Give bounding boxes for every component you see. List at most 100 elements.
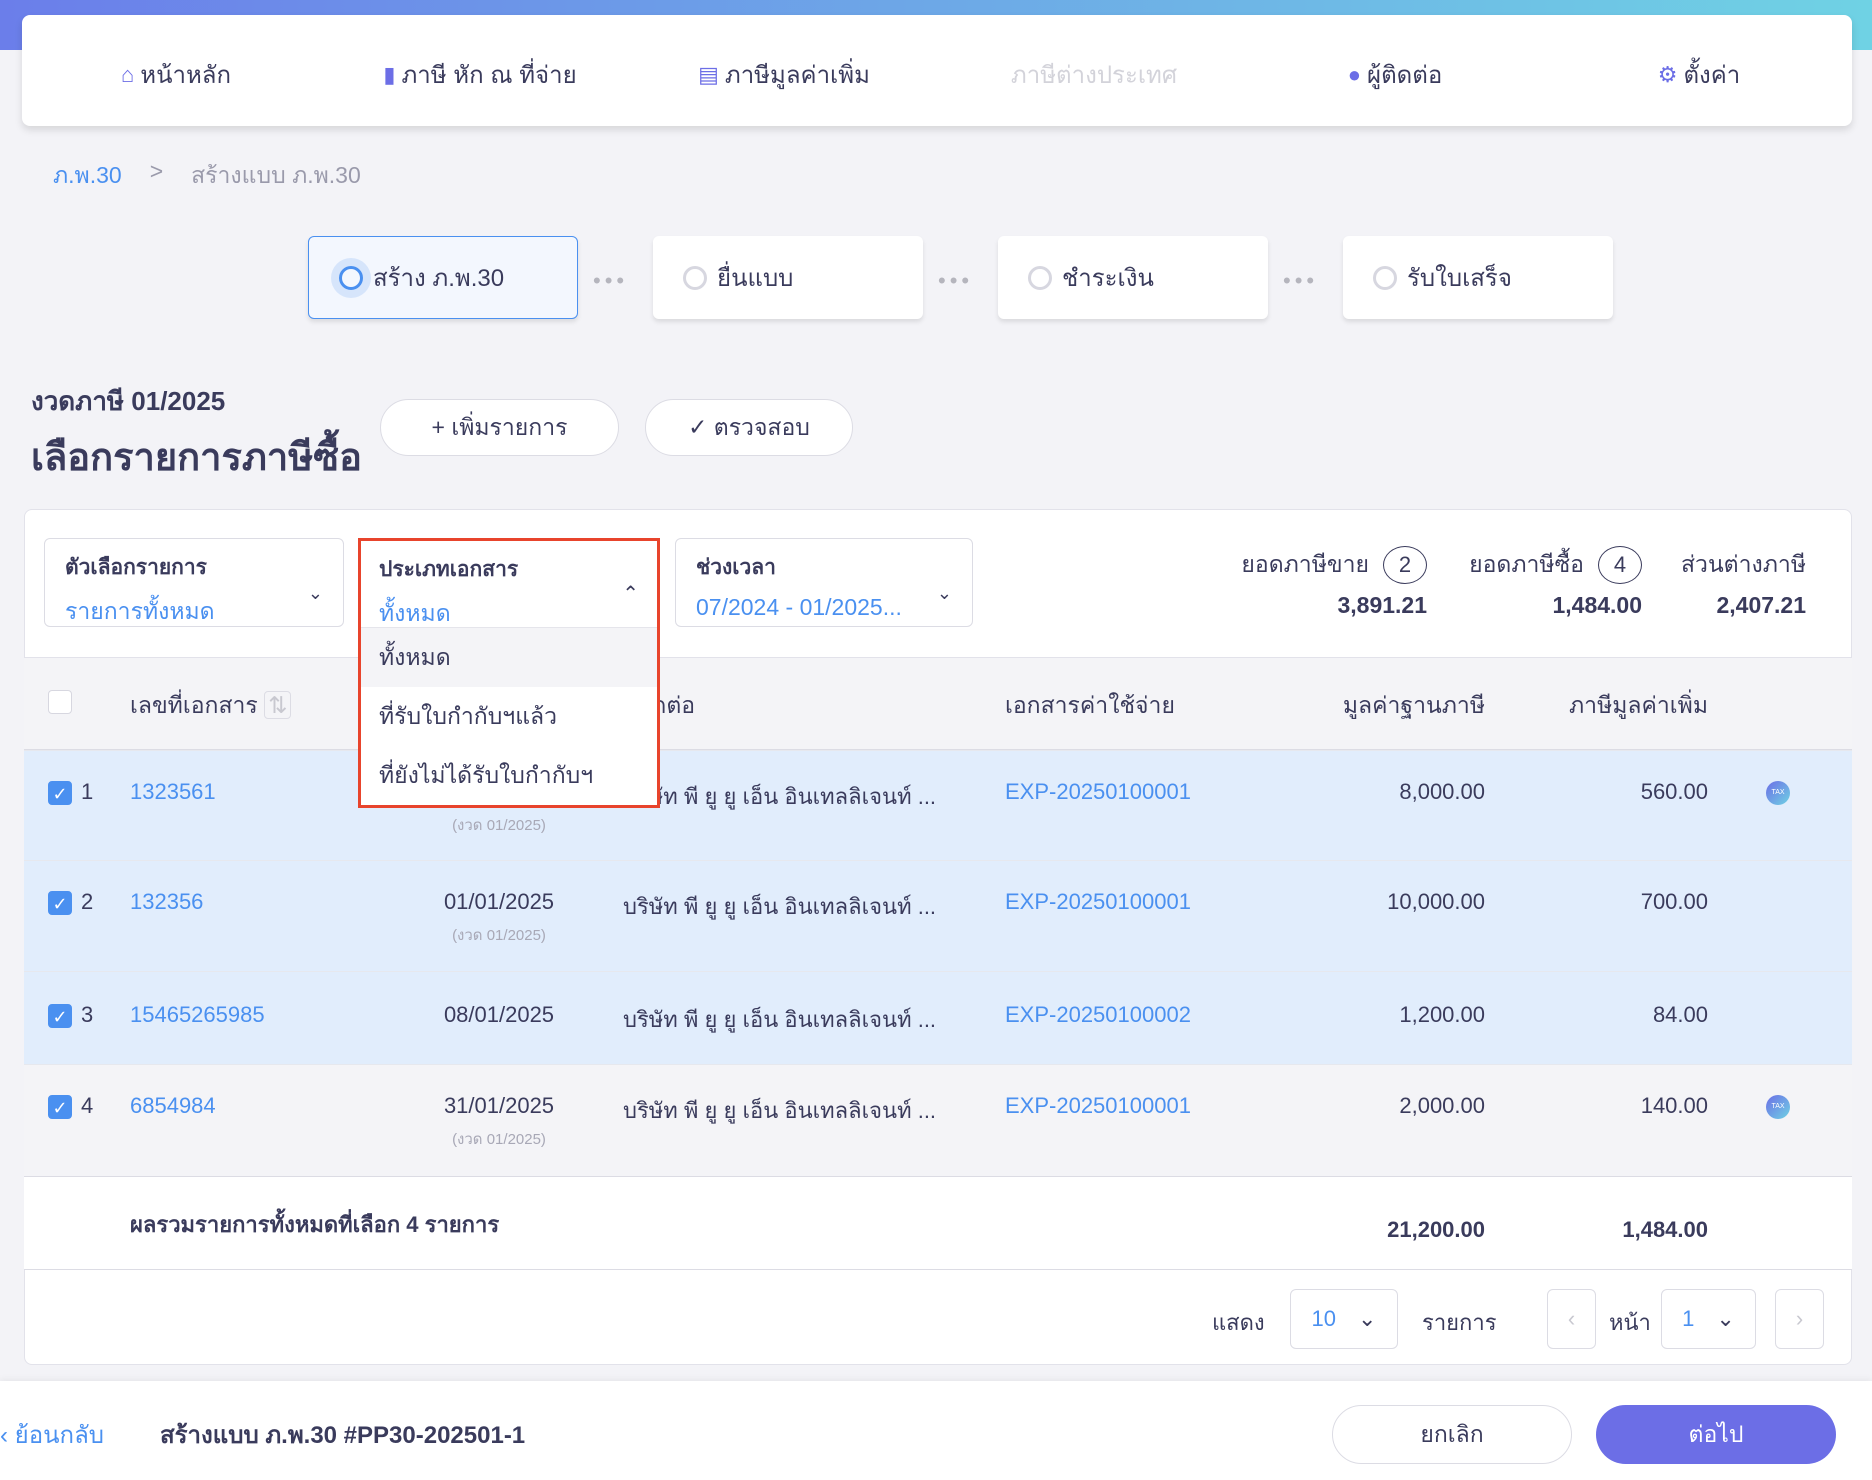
count-badge: 2 bbox=[1383, 546, 1427, 584]
add-item-button[interactable]: + เพิ่มรายการ bbox=[380, 399, 619, 456]
expense-doc-link[interactable]: EXP-20250100001 bbox=[1005, 1093, 1191, 1118]
gear-icon: ⚙ bbox=[1657, 61, 1678, 87]
tax-period-note: (งวด 01/2025) bbox=[452, 1131, 546, 1148]
row-number: 4 bbox=[81, 1093, 94, 1118]
chevron-down-icon: ⌄ bbox=[1716, 1306, 1735, 1331]
wallet-icon: ▮ bbox=[383, 61, 396, 87]
breadcrumb-separator: > bbox=[149, 158, 164, 184]
step-submit[interactable]: ยื่นแบบ bbox=[653, 236, 923, 319]
filter-label: ตัวเลือกรายการ bbox=[65, 556, 207, 579]
vat-amount: 560.00 bbox=[1640, 779, 1708, 804]
nav-label: ภาษี หัก ณ ที่จ่าย bbox=[401, 62, 577, 89]
filter-value: 07/2024 - 01/2025... bbox=[696, 594, 902, 620]
summary-value: 2,407.21 bbox=[1716, 592, 1806, 618]
radio-icon bbox=[1373, 265, 1397, 290]
radio-icon bbox=[1028, 265, 1052, 290]
step-connector: ••• bbox=[593, 268, 629, 293]
nav-label: ผู้ติดต่อ bbox=[1367, 62, 1443, 89]
select-all-checkbox[interactable] bbox=[48, 690, 72, 714]
total-vat: 1,484.00 bbox=[1622, 1217, 1708, 1242]
footer-bar: ‹ ย้อนกลับ สร้างแบบ ภ.พ.30 #PP30-202501-… bbox=[0, 1381, 1872, 1480]
document-type-select[interactable]: ประเภทเอกสาร ทั้งหมด ⌃ bbox=[361, 541, 657, 628]
page-size-select[interactable]: 10 ⌄ bbox=[1290, 1289, 1398, 1349]
header-vat: ภาษีมูลค่าเพิ่ม bbox=[1569, 692, 1708, 718]
summary-label: ยอดภาษีขาย bbox=[1241, 551, 1369, 577]
filter-label: ช่วงเวลา bbox=[696, 556, 776, 579]
document-type-dropdown[interactable]: ประเภทเอกสาร ทั้งหมด ⌃ ทั้งหมด ที่รับใบก… bbox=[358, 538, 660, 808]
expense-doc-link[interactable]: EXP-20250100001 bbox=[1005, 779, 1191, 804]
check-button[interactable]: ✓ ตรวจสอบ bbox=[645, 399, 853, 456]
contact-name: บริษัท พี ยู ยู เอ็น อินเทลลิเจนท์ ... bbox=[623, 784, 937, 809]
header-doc-number[interactable]: เลขที่เอกสาร ⇅ bbox=[130, 688, 292, 724]
cancel-button[interactable]: ยกเลิก bbox=[1332, 1405, 1572, 1464]
option-filter[interactable]: ตัวเลือกรายการ รายการทั้งหมด ⌄ bbox=[44, 538, 344, 627]
doc-number-link[interactable]: 132356 bbox=[130, 889, 204, 914]
next-page-button[interactable]: › bbox=[1775, 1289, 1824, 1349]
header-tax-base: มูลค่าฐานภาษี bbox=[1342, 692, 1485, 718]
tax-invoice-icon[interactable]: TAX bbox=[1766, 1095, 1790, 1119]
summary-label: ยอดภาษีซื้อ bbox=[1469, 551, 1584, 577]
table-row[interactable]: ✓ 1 1323561 (งวด 01/2025) บริษัท พี ยู ยู เอ… bbox=[24, 750, 1852, 860]
row-checkbox[interactable]: ✓ bbox=[48, 891, 72, 915]
chevron-down-icon: ⌄ bbox=[1358, 1306, 1377, 1331]
step-connector: ••• bbox=[938, 268, 974, 293]
nav-foreign-tax: ภาษีต่างประเทศ bbox=[1011, 55, 1177, 94]
date-range-filter[interactable]: ช่วงเวลา 07/2024 - 01/2025... ⌄ bbox=[675, 538, 973, 627]
summary-value: 1,484.00 bbox=[1552, 592, 1642, 618]
dropdown-option-all[interactable]: ทั้งหมด bbox=[361, 628, 657, 687]
vat-amount: 700.00 bbox=[1640, 889, 1708, 914]
dropdown-option-not-received[interactable]: ที่ยังไม่ได้รับใบกำกับฯ bbox=[379, 761, 594, 788]
pagination: แสดง 10 ⌄ รายการ ‹ หน้า 1 ⌄ › bbox=[24, 1269, 1852, 1365]
row-checkbox[interactable]: ✓ bbox=[48, 781, 72, 805]
doc-number-link[interactable]: 15465265985 bbox=[130, 1002, 265, 1027]
contact-name: บริษัท พี ยู ยู เอ็น อินเทลลิเจนท์ ... bbox=[623, 1007, 937, 1032]
nav-vat[interactable]: ▤ ภาษีมูลค่าเพิ่ม bbox=[698, 55, 870, 94]
expense-doc-link[interactable]: EXP-20250100001 bbox=[1005, 889, 1191, 914]
tax-difference-summary: ส่วนต่างภาษี 2,407.21 bbox=[1681, 546, 1806, 619]
sort-icon[interactable]: ⇅ bbox=[264, 691, 292, 719]
page-select[interactable]: 1 ⌄ bbox=[1661, 1289, 1756, 1349]
tax-period: งวดภาษี 01/2025 bbox=[31, 386, 226, 416]
row-checkbox[interactable]: ✓ bbox=[48, 1004, 72, 1028]
table-row[interactable]: ✓ 2 132356 01/01/2025 (งวด 01/2025) บริษัท พี… bbox=[24, 860, 1852, 971]
tax-base: 8,000.00 bbox=[1399, 779, 1485, 804]
nav-settings[interactable]: ⚙ ตั้งค่า bbox=[1658, 55, 1741, 94]
count-badge: 4 bbox=[1598, 546, 1642, 584]
row-number: 3 bbox=[81, 1002, 94, 1027]
doc-number-link[interactable]: 6854984 bbox=[130, 1093, 216, 1118]
breadcrumb: ภ.พ.30 > สร้างแบบ ภ.พ.30 bbox=[53, 158, 361, 194]
items-label: รายการ bbox=[1422, 1310, 1497, 1335]
doc-number-link[interactable]: 1323561 bbox=[130, 779, 216, 804]
step-payment[interactable]: ชำระเงิน bbox=[998, 236, 1268, 319]
contact-name: บริษัท พี ยู ยู เอ็น อินเทลลิเจนท์ ... bbox=[623, 894, 937, 919]
step-receipt[interactable]: รับใบเสร็จ bbox=[1343, 236, 1613, 319]
document-icon: ▤ bbox=[698, 61, 719, 87]
row-checkbox[interactable]: ✓ bbox=[48, 1095, 72, 1119]
table-header: เลขที่เอกสาร ⇅ ผู้ติดต่อ เอกสารค่าใช้จ่า… bbox=[24, 657, 1852, 750]
table-row[interactable]: ✓ 3 15465265985 08/01/2025 บริษัท พี ยู ยู เ… bbox=[24, 971, 1852, 1064]
step-create[interactable]: สร้าง ภ.พ.30 bbox=[308, 236, 578, 319]
next-button[interactable]: ต่อไป bbox=[1596, 1405, 1836, 1464]
page-title: เลือกรายการภาษีซื้อ bbox=[31, 437, 362, 479]
back-button[interactable]: ‹ ย้อนกลับ bbox=[0, 1422, 105, 1449]
expense-doc-link[interactable]: EXP-20250100002 bbox=[1005, 1002, 1191, 1027]
tax-invoice-icon[interactable]: TAX bbox=[1766, 781, 1790, 805]
step-connector: ••• bbox=[1283, 268, 1319, 293]
prev-page-button[interactable]: ‹ bbox=[1547, 1289, 1596, 1349]
breadcrumb-root[interactable]: ภ.พ.30 bbox=[53, 162, 122, 188]
summary-value: 3,891.21 bbox=[1337, 592, 1427, 618]
nav-home[interactable]: ⌂ หน้าหลัก bbox=[121, 55, 231, 94]
show-label: แสดง bbox=[1212, 1310, 1265, 1335]
radio-icon bbox=[683, 265, 707, 290]
sales-tax-summary: ยอดภาษีขาย 2 3,891.21 bbox=[1241, 546, 1427, 619]
total-label: ผลรวมรายการทั้งหมดที่เลือก 4 รายการ bbox=[130, 1212, 500, 1237]
nav-contacts[interactable]: ● ผู้ติดต่อ bbox=[1348, 55, 1443, 94]
step-label: ยื่นแบบ bbox=[717, 265, 794, 292]
table-row[interactable]: ✓ 4 6854984 31/01/2025 (งวด 01/2025) บริษัท พ… bbox=[24, 1064, 1852, 1176]
dropdown-option-received[interactable]: ที่รับใบกำกับฯแล้ว bbox=[379, 702, 558, 729]
nav-withholding-tax[interactable]: ▮ ภาษี หัก ณ ที่จ่าย bbox=[383, 55, 576, 94]
tax-period-note: (งวด 01/2025) bbox=[452, 817, 546, 834]
top-nav: ⌂ หน้าหลัก ▮ ภาษี หัก ณ ที่จ่าย ▤ ภาษีมูลค่… bbox=[22, 15, 1852, 126]
total-tax-base: 21,200.00 bbox=[1387, 1217, 1485, 1242]
step-label: ชำระเงิน bbox=[1062, 265, 1154, 292]
